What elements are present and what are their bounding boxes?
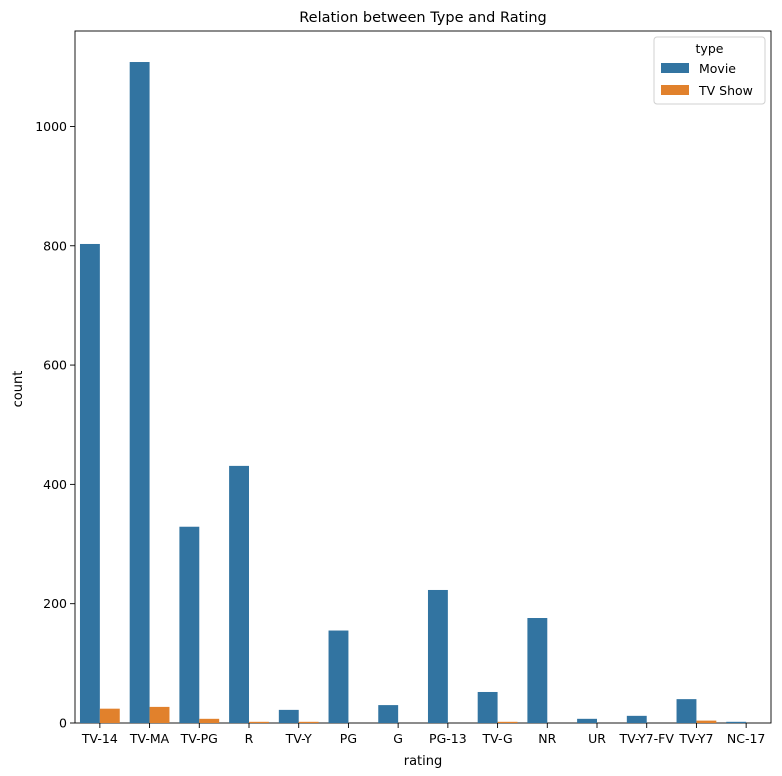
y-tick-label: 200 [43, 596, 67, 611]
bar-tv-show-tv-y7 [696, 720, 717, 723]
legend-swatch-tv-show [661, 85, 689, 95]
x-tick-label: PG-13 [429, 731, 467, 746]
x-axis-label: rating [404, 754, 443, 769]
x-tick-label: NR [538, 731, 556, 746]
bar-movie-tv-y7-fv [626, 715, 647, 723]
bar-movie-tv-pg [179, 526, 200, 723]
x-tick-label: TV-Y7 [678, 731, 713, 746]
bar-movie-pg [328, 630, 349, 723]
y-tick-label: 400 [43, 477, 67, 492]
x-tick-label: PG [340, 731, 357, 746]
y-tick-label: 0 [59, 716, 67, 731]
bar-tv-show-r [249, 721, 269, 723]
x-tick-label: TV-Y [285, 731, 312, 746]
legend: type Movie TV Show [653, 36, 766, 105]
bar-movie-ur [577, 718, 597, 723]
legend-title: type [696, 41, 724, 56]
legend-label-tv-show: TV Show [698, 83, 753, 98]
y-tick-label: 800 [43, 238, 67, 253]
bar-tv-show-tv-ma [149, 706, 170, 723]
bar-movie-g [378, 705, 399, 723]
plot-area [74, 30, 772, 724]
bar-movie-tv-y7 [676, 699, 697, 723]
bar-movie-nr [527, 618, 548, 723]
bar-tv-show-tv-pg [199, 718, 220, 723]
y-tick-label: 1000 [35, 119, 67, 134]
x-tick-label: TV-PG [180, 731, 218, 746]
x-tick-label: TV-Y7-FV [619, 731, 675, 746]
bar-movie-tv-g [477, 691, 498, 723]
x-tick-label: TV-14 [81, 731, 118, 746]
legend-label-movie: Movie [699, 61, 736, 76]
x-tick-label: NC-17 [727, 731, 766, 746]
legend-swatch-movie [661, 63, 689, 73]
x-tick-label: TV-MA [129, 731, 170, 746]
bar-movie-pg-13 [427, 589, 448, 723]
x-tick-label: G [393, 731, 403, 746]
bar-movie-tv-ma [129, 62, 150, 723]
plot-frame [74, 30, 772, 724]
y-axis-label: count [11, 371, 26, 408]
bar-tv-show-tv-14 [99, 708, 120, 723]
bar-tv-show-tv-y [298, 721, 319, 723]
bars [79, 62, 747, 723]
chart-title: Relation between Type and Rating [299, 10, 547, 26]
y-tick-label: 600 [43, 358, 67, 373]
bar-tv-show-tv-g [497, 721, 518, 723]
bar-movie-tv-14 [79, 243, 100, 723]
x-tick-label: TV-G [482, 731, 513, 746]
x-axis: TV-14 TV-MA TV-PG R TV-Y PG G PG-13 TV-G NR UR TV-Y… [81, 723, 765, 746]
bar-movie-r [229, 465, 249, 723]
x-tick-label: R [245, 731, 254, 746]
bar-movie-tv-y [278, 709, 299, 723]
bar-movie-nc-17 [726, 721, 747, 723]
x-tick-label: UR [588, 731, 606, 746]
y-axis: 0 200 400 600 800 1000 [35, 119, 75, 731]
